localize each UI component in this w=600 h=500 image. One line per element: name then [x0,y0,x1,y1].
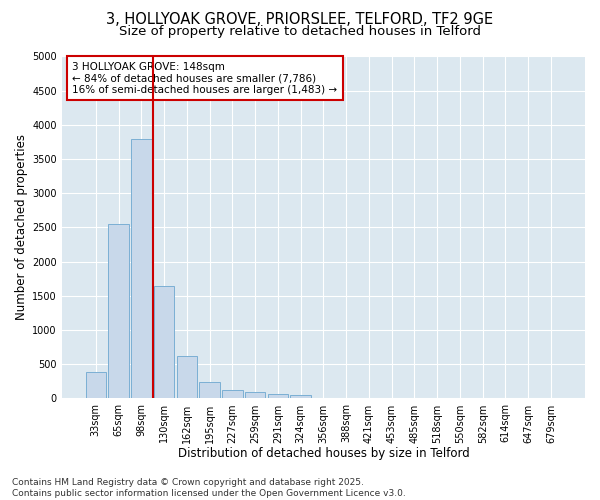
Bar [131,138,152,398]
Bar [199,382,220,398]
Text: Size of property relative to detached houses in Telford: Size of property relative to detached ho… [119,25,481,38]
Bar [154,286,175,399]
Bar [245,392,265,398]
Bar [268,394,288,398]
Bar [109,224,129,398]
Bar [290,395,311,398]
Y-axis label: Number of detached properties: Number of detached properties [15,134,28,320]
X-axis label: Distribution of detached houses by size in Telford: Distribution of detached houses by size … [178,447,469,460]
Text: 3, HOLLYOAK GROVE, PRIORSLEE, TELFORD, TF2 9GE: 3, HOLLYOAK GROVE, PRIORSLEE, TELFORD, T… [106,12,494,28]
Bar [86,372,106,398]
Bar [222,390,242,398]
Text: 3 HOLLYOAK GROVE: 148sqm
← 84% of detached houses are smaller (7,786)
16% of sem: 3 HOLLYOAK GROVE: 148sqm ← 84% of detach… [72,62,337,95]
Bar [176,356,197,399]
Text: Contains HM Land Registry data © Crown copyright and database right 2025.
Contai: Contains HM Land Registry data © Crown c… [12,478,406,498]
